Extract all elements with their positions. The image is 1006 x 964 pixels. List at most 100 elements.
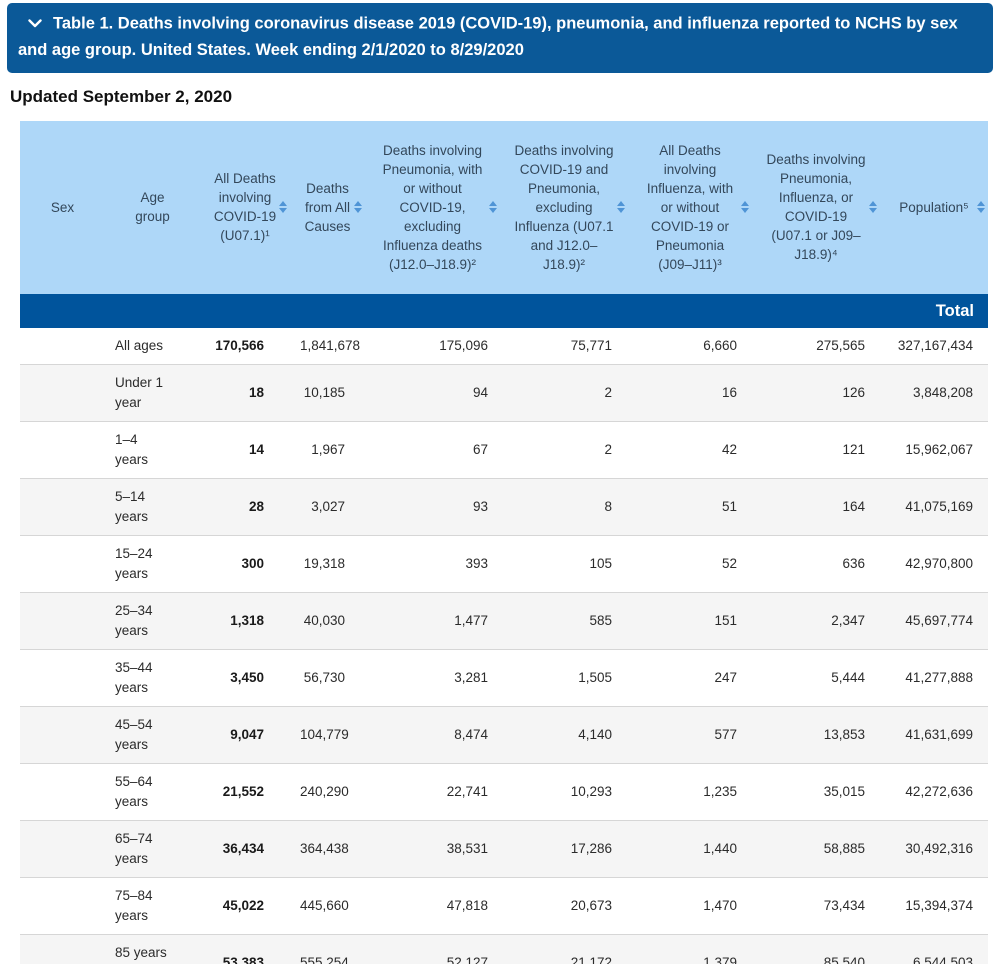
value-cell: 555,254	[290, 933, 365, 964]
value-cell: 42,272,636	[880, 762, 988, 820]
column-header-label: Population⁵	[899, 199, 969, 215]
value-cell: 1,967	[290, 420, 365, 478]
sex-cell	[20, 363, 105, 421]
column-header-label: Deaths involving COVID-19 and Pneumonia,…	[514, 142, 614, 272]
value-cell: 51	[628, 477, 752, 535]
value-cell: 2	[500, 363, 628, 421]
section-label: Total	[20, 293, 988, 328]
value-cell: 21,172	[500, 933, 628, 964]
value-cell: 42,970,800	[880, 534, 988, 592]
sex-cell	[20, 933, 105, 964]
value-cell: 5,444	[752, 648, 880, 706]
table-title-bar[interactable]: Table 1. Deaths involving coronavirus di…	[7, 3, 993, 73]
value-cell: 1,440	[628, 819, 752, 877]
age-group-cell: 25–34 years	[105, 591, 200, 649]
value-cell: 28	[200, 477, 290, 535]
sex-cell	[20, 876, 105, 934]
value-cell: 41,631,699	[880, 705, 988, 763]
value-cell: 41,075,169	[880, 477, 988, 535]
column-header[interactable]: Deaths involving Pneumonia, with or with…	[365, 120, 500, 294]
value-cell: 45,022	[200, 876, 290, 934]
column-header-label: All Deaths involving Influenza, with or …	[646, 142, 734, 272]
value-cell: 275,565	[752, 327, 880, 364]
value-cell: 300	[200, 534, 290, 592]
column-header: Age group	[105, 120, 200, 294]
value-cell: 40,030	[290, 591, 365, 649]
age-group-cell: 45–54 years	[105, 705, 200, 763]
value-cell: 93	[365, 477, 500, 535]
updated-date: Updated September 2, 2020	[10, 86, 233, 106]
value-cell: 94	[365, 363, 500, 421]
sex-cell	[20, 819, 105, 877]
value-cell: 170,566	[200, 327, 290, 364]
value-cell: 6,544,503	[880, 933, 988, 964]
age-group-cell: Under 1 year	[105, 363, 200, 421]
table-row: 75–84 years 45,022 445,660 47,818 20,673 1,47…	[20, 876, 988, 934]
value-cell: 30,492,316	[880, 819, 988, 877]
age-group-cell: All ages	[105, 327, 200, 364]
value-cell: 164	[752, 477, 880, 535]
value-cell: 45,697,774	[880, 591, 988, 649]
sort-icon[interactable]	[977, 201, 985, 213]
column-header[interactable]: Deaths involving Pneumonia, Influenza, o…	[752, 120, 880, 294]
value-cell: 36,434	[200, 819, 290, 877]
value-cell: 151	[628, 591, 752, 649]
value-cell: 4,140	[500, 705, 628, 763]
value-cell: 3,848,208	[880, 363, 988, 421]
chevron-down-icon[interactable]	[28, 11, 42, 36]
age-group-cell: 65–74 years	[105, 819, 200, 877]
value-cell: 14	[200, 420, 290, 478]
table-title: Table 1. Deaths involving coronavirus di…	[18, 14, 958, 59]
value-cell: 3,027	[290, 477, 365, 535]
column-header[interactable]: Deaths involving COVID-19 and Pneumonia,…	[500, 120, 628, 294]
value-cell: 104,779	[290, 705, 365, 763]
value-cell: 8	[500, 477, 628, 535]
table-row: All ages 170,566 1,841,678 175,096 75,771 6,6…	[20, 327, 988, 364]
sort-icon[interactable]	[741, 201, 749, 213]
value-cell: 1,318	[200, 591, 290, 649]
value-cell: 56,730	[290, 648, 365, 706]
value-cell: 121	[752, 420, 880, 478]
column-header[interactable]: All Deaths involving Influenza, with or …	[628, 120, 752, 294]
age-group-cell: 55–64 years	[105, 762, 200, 820]
value-cell: 52	[628, 534, 752, 592]
column-header-label: Age group	[135, 190, 170, 224]
data-table: Sex Age group All Deaths involving COVID-1…	[20, 120, 988, 964]
age-group-cell: 1–4 years	[105, 420, 200, 478]
sort-icon[interactable]	[617, 201, 625, 213]
column-header[interactable]: All Deaths involving COVID-19 (U07.1)¹	[200, 120, 290, 294]
value-cell: 327,167,434	[880, 327, 988, 364]
table-row: 25–34 years 1,318 40,030 1,477 585 151 2,347 45…	[20, 591, 988, 649]
value-cell: 10,185	[290, 363, 365, 421]
column-header[interactable]: Deaths from All Causes	[290, 120, 365, 294]
value-cell: 1,505	[500, 648, 628, 706]
age-group-cell: 5–14 years	[105, 477, 200, 535]
sort-icon[interactable]	[279, 201, 287, 213]
sort-icon[interactable]	[869, 201, 877, 213]
table-row: 55–64 years 21,552 240,290 22,741 10,293 1,23…	[20, 762, 988, 820]
sort-icon[interactable]	[489, 201, 497, 213]
value-cell: 35,015	[752, 762, 880, 820]
column-header-label: Deaths from All Causes	[304, 180, 351, 234]
value-cell: 105	[500, 534, 628, 592]
value-cell: 175,096	[365, 327, 500, 364]
value-cell: 19,318	[290, 534, 365, 592]
value-cell: 18	[200, 363, 290, 421]
value-cell: 445,660	[290, 876, 365, 934]
sort-icon[interactable]	[354, 201, 362, 213]
column-header-label: Deaths involving Pneumonia, with or with…	[382, 142, 483, 272]
column-header[interactable]: Population⁵	[880, 120, 988, 294]
table-row: 35–44 years 3,450 56,730 3,281 1,505 247 5,444…	[20, 648, 988, 706]
value-cell: 58,885	[752, 819, 880, 877]
value-cell: 1,379	[628, 933, 752, 964]
sex-cell	[20, 705, 105, 763]
value-cell: 636	[752, 534, 880, 592]
table-row: Under 1 year 18 10,185 94 2 16 126 3,848,208	[20, 363, 988, 421]
value-cell: 15,394,374	[880, 876, 988, 934]
column-header-label: All Deaths involving COVID-19 (U07.1)¹	[213, 171, 277, 243]
value-cell: 2	[500, 420, 628, 478]
value-cell: 247	[628, 648, 752, 706]
value-cell: 75,771	[500, 327, 628, 364]
value-cell: 3,281	[365, 648, 500, 706]
sex-cell	[20, 762, 105, 820]
